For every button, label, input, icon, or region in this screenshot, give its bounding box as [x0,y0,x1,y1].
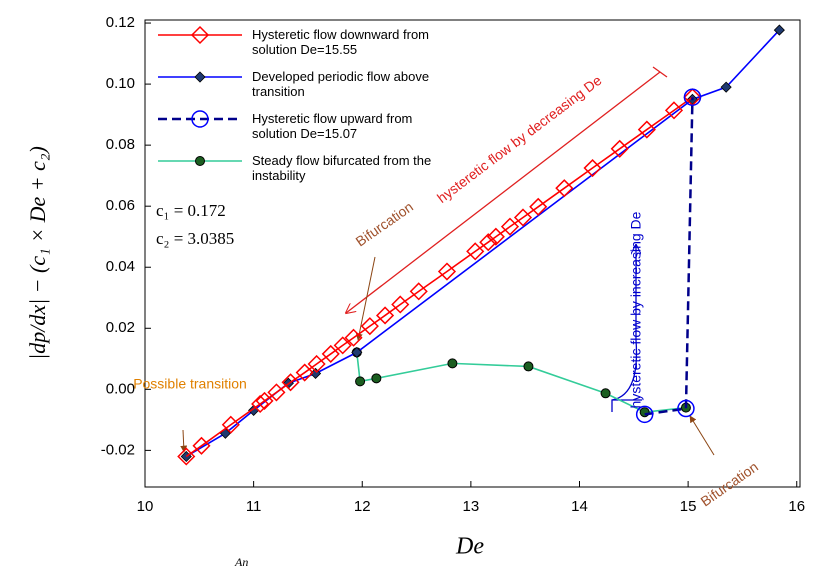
point [195,156,205,166]
annotation: An [234,555,248,569]
point [720,81,732,93]
arrow [689,415,715,456]
annotation: c₂ = 3.0385 [156,229,234,248]
point [773,24,785,36]
y-tick-label: 0.08 [106,136,135,153]
point [194,71,206,83]
y-tick-label: 0.02 [106,319,135,336]
y-tick-label: 0.06 [106,197,135,214]
point [447,358,458,369]
annotation: c₁ = 0.172 [156,201,226,220]
legend-label: Hysteretic flow upward from solution De=… [252,111,413,141]
y-tick-label: 0.00 [106,380,135,397]
annotation: hysteretic flow by decreasing De [434,72,605,206]
x-tick-label: 15 [680,498,697,515]
point [683,88,702,106]
plot-area [177,24,785,466]
point [255,391,274,410]
point [529,197,548,216]
point [479,233,498,252]
point [355,376,366,387]
x-axis-label: De [455,534,484,560]
point [637,120,656,139]
point [371,373,382,384]
y-tick-label: 0.12 [106,14,135,31]
point [267,383,286,402]
point [360,317,379,336]
series-line [644,97,694,416]
point [555,179,574,198]
point [321,344,340,363]
point [600,388,611,399]
y-axis-label: |dp/dx| − (c₁ × De + c₂) [25,146,50,360]
point [333,336,352,355]
x-tick-label: 10 [137,498,154,515]
point [677,399,695,418]
point [664,101,684,120]
plot-frame [144,19,801,488]
y-tick-label: 0.04 [106,258,135,275]
annotation: Possible transition [133,376,247,392]
x-tick-label: 11 [246,498,262,515]
x-tick-label: 12 [354,498,371,515]
y-tick-label: -0.02 [101,441,135,458]
annotation: Bifurcation [353,198,416,249]
point [500,217,520,236]
point [409,282,428,301]
arrow [346,71,661,313]
point [583,158,602,178]
point [513,208,533,227]
series-line [185,96,693,458]
annotation: hysteretic flow by increasing De [628,211,644,408]
arrow-cap [652,66,668,78]
x-tick-label: 16 [788,498,805,515]
x-tick-label: 13 [463,498,480,515]
arrow [611,245,642,412]
arrow [180,429,188,453]
y-tick-label: 0.10 [106,75,135,92]
x-tick-label: 14 [571,498,588,515]
point [375,306,395,325]
point [191,110,209,128]
point [190,25,210,45]
point [251,394,270,414]
legend-label: Developed periodic flow above transition [252,69,430,99]
point [486,227,505,246]
point [344,328,363,347]
point [466,242,485,261]
point [295,363,314,382]
point [523,361,534,372]
legend-label: Steady flow bifurcated from the instabil… [252,153,432,183]
legend-label: Hysteretic flow downward from solution D… [252,27,429,57]
point [307,354,326,374]
point [391,295,410,314]
point [177,447,196,466]
point [281,373,300,392]
point [437,262,457,281]
point [351,346,363,358]
point [610,139,629,158]
point [192,436,211,455]
point [635,405,654,424]
point [221,415,240,434]
annotation: Bifurcation [698,458,761,509]
